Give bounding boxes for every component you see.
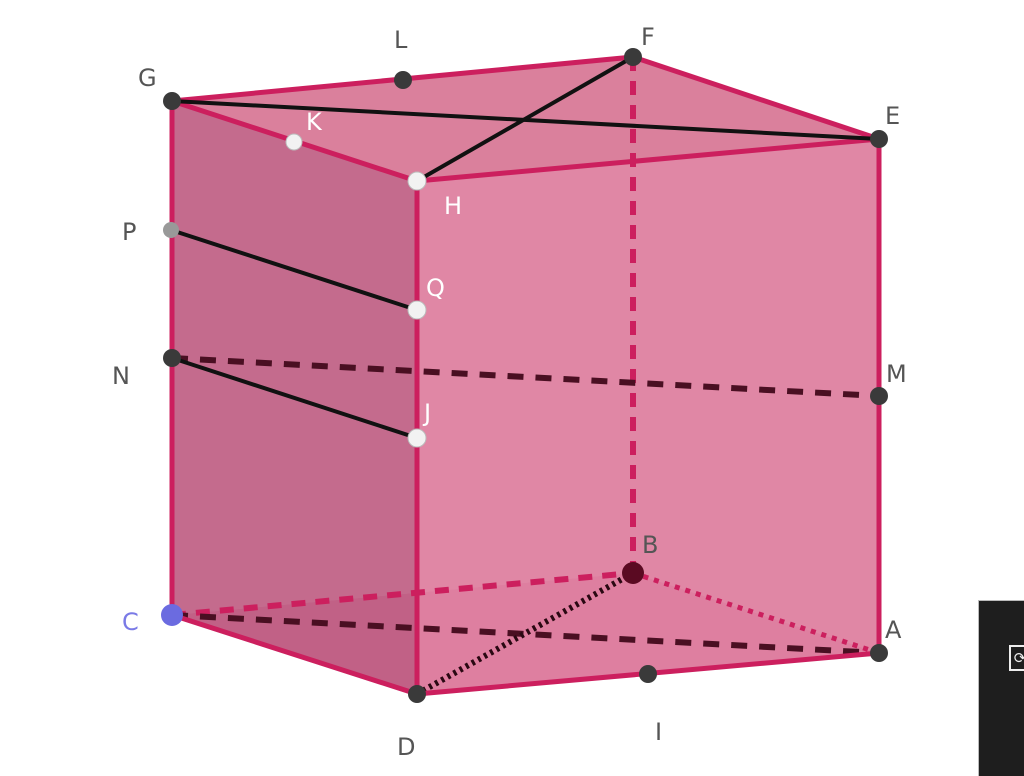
- label-Q: Q: [426, 274, 445, 302]
- label-F: F: [641, 23, 655, 51]
- point-E[interactable]: [870, 130, 888, 148]
- segments: [170, 55, 880, 440]
- label-B: B: [642, 531, 658, 559]
- faces: [172, 57, 879, 694]
- point-K[interactable]: [285, 133, 303, 151]
- label-K: K: [306, 108, 323, 136]
- segment-CA: [171, 612, 880, 656]
- segment-NM: [171, 355, 880, 399]
- point-F[interactable]: [624, 48, 642, 66]
- label-I: I: [655, 718, 662, 746]
- label-J: J: [422, 399, 431, 427]
- point-B[interactable]: [622, 562, 644, 584]
- point-C[interactable]: [161, 604, 183, 626]
- label-E: E: [885, 102, 900, 130]
- face-front: [417, 139, 879, 694]
- point-A[interactable]: [870, 644, 888, 662]
- edge-CB: [171, 570, 634, 618]
- point-Q[interactable]: [407, 300, 427, 320]
- point-I[interactable]: [639, 665, 657, 683]
- point-P[interactable]: [163, 222, 179, 238]
- edge-FE: [632, 54, 880, 142]
- label-C: C: [122, 608, 139, 636]
- segment-PQ: [170, 228, 418, 312]
- segment-FH: [416, 55, 634, 183]
- hidden-segments: [171, 355, 880, 697]
- label-M: M: [886, 360, 907, 388]
- point-G[interactable]: [163, 92, 181, 110]
- hidden-edges: [171, 57, 880, 656]
- point-J[interactable]: [407, 428, 427, 448]
- edge-HE: [416, 136, 880, 184]
- label-P: P: [122, 218, 136, 246]
- label-N: N: [112, 362, 130, 390]
- label-D: D: [397, 733, 415, 761]
- edge-CD: [171, 612, 418, 697]
- point-H[interactable]: [407, 171, 427, 191]
- label-H: H: [444, 192, 462, 220]
- side-panel[interactable]: ⟳: [978, 600, 1024, 776]
- point-L[interactable]: [394, 71, 412, 89]
- label-L: L: [394, 26, 408, 54]
- labels: G L F E K H P Q N J M B C A D I: [112, 23, 907, 761]
- point-N[interactable]: [163, 349, 181, 367]
- label-A: A: [885, 616, 902, 644]
- points: [161, 48, 888, 703]
- view-toggle-icon[interactable]: ⟳: [1009, 645, 1024, 671]
- point-M[interactable]: [870, 387, 888, 405]
- segment-NJ: [171, 356, 418, 440]
- label-G: G: [138, 64, 157, 92]
- point-D[interactable]: [408, 685, 426, 703]
